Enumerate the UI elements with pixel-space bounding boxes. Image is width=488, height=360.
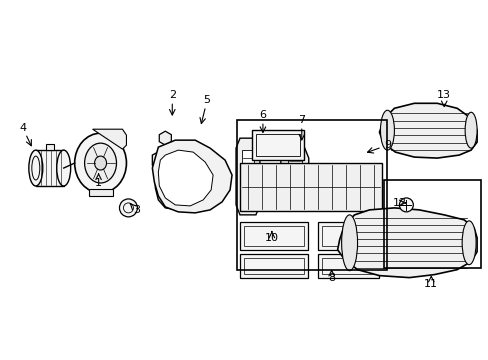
Text: 2: 2 [168, 90, 176, 100]
Ellipse shape [84, 143, 116, 183]
Polygon shape [88, 189, 112, 196]
Ellipse shape [29, 150, 42, 186]
Ellipse shape [57, 150, 71, 186]
Text: 13: 13 [436, 90, 450, 100]
Polygon shape [240, 254, 307, 278]
Ellipse shape [464, 112, 476, 148]
Text: 7: 7 [298, 115, 305, 125]
Bar [242, 150, 253, 205]
Ellipse shape [461, 221, 475, 265]
Polygon shape [158, 150, 213, 206]
Polygon shape [280, 148, 308, 205]
Polygon shape [251, 130, 303, 160]
Polygon shape [159, 131, 171, 145]
Polygon shape [152, 140, 232, 213]
Ellipse shape [399, 198, 412, 212]
Bar [384, 180, 480, 268]
Text: 12: 12 [391, 198, 406, 208]
Ellipse shape [75, 133, 126, 193]
Bar [287, 155, 301, 199]
Ellipse shape [119, 199, 137, 217]
Text: 3: 3 [133, 205, 140, 215]
Polygon shape [317, 254, 379, 278]
Text: 11: 11 [424, 279, 437, 289]
Ellipse shape [380, 110, 394, 150]
Text: 6: 6 [259, 110, 266, 120]
Ellipse shape [94, 156, 106, 170]
Polygon shape [337, 208, 476, 278]
Text: 10: 10 [264, 233, 278, 243]
Polygon shape [379, 103, 476, 158]
Ellipse shape [160, 156, 196, 200]
Ellipse shape [341, 215, 357, 271]
Text: 5: 5 [203, 95, 210, 105]
Polygon shape [46, 144, 54, 150]
Ellipse shape [168, 164, 188, 192]
Polygon shape [152, 148, 210, 210]
Text: 9: 9 [383, 140, 390, 150]
Polygon shape [240, 163, 382, 211]
Text: 8: 8 [327, 273, 335, 283]
Text: 4: 4 [19, 123, 26, 133]
Polygon shape [236, 138, 260, 215]
Bar [237, 120, 386, 270]
Polygon shape [92, 129, 126, 149]
Text: 1: 1 [95, 178, 102, 188]
Polygon shape [36, 150, 63, 186]
Polygon shape [240, 222, 307, 250]
Polygon shape [317, 222, 379, 250]
